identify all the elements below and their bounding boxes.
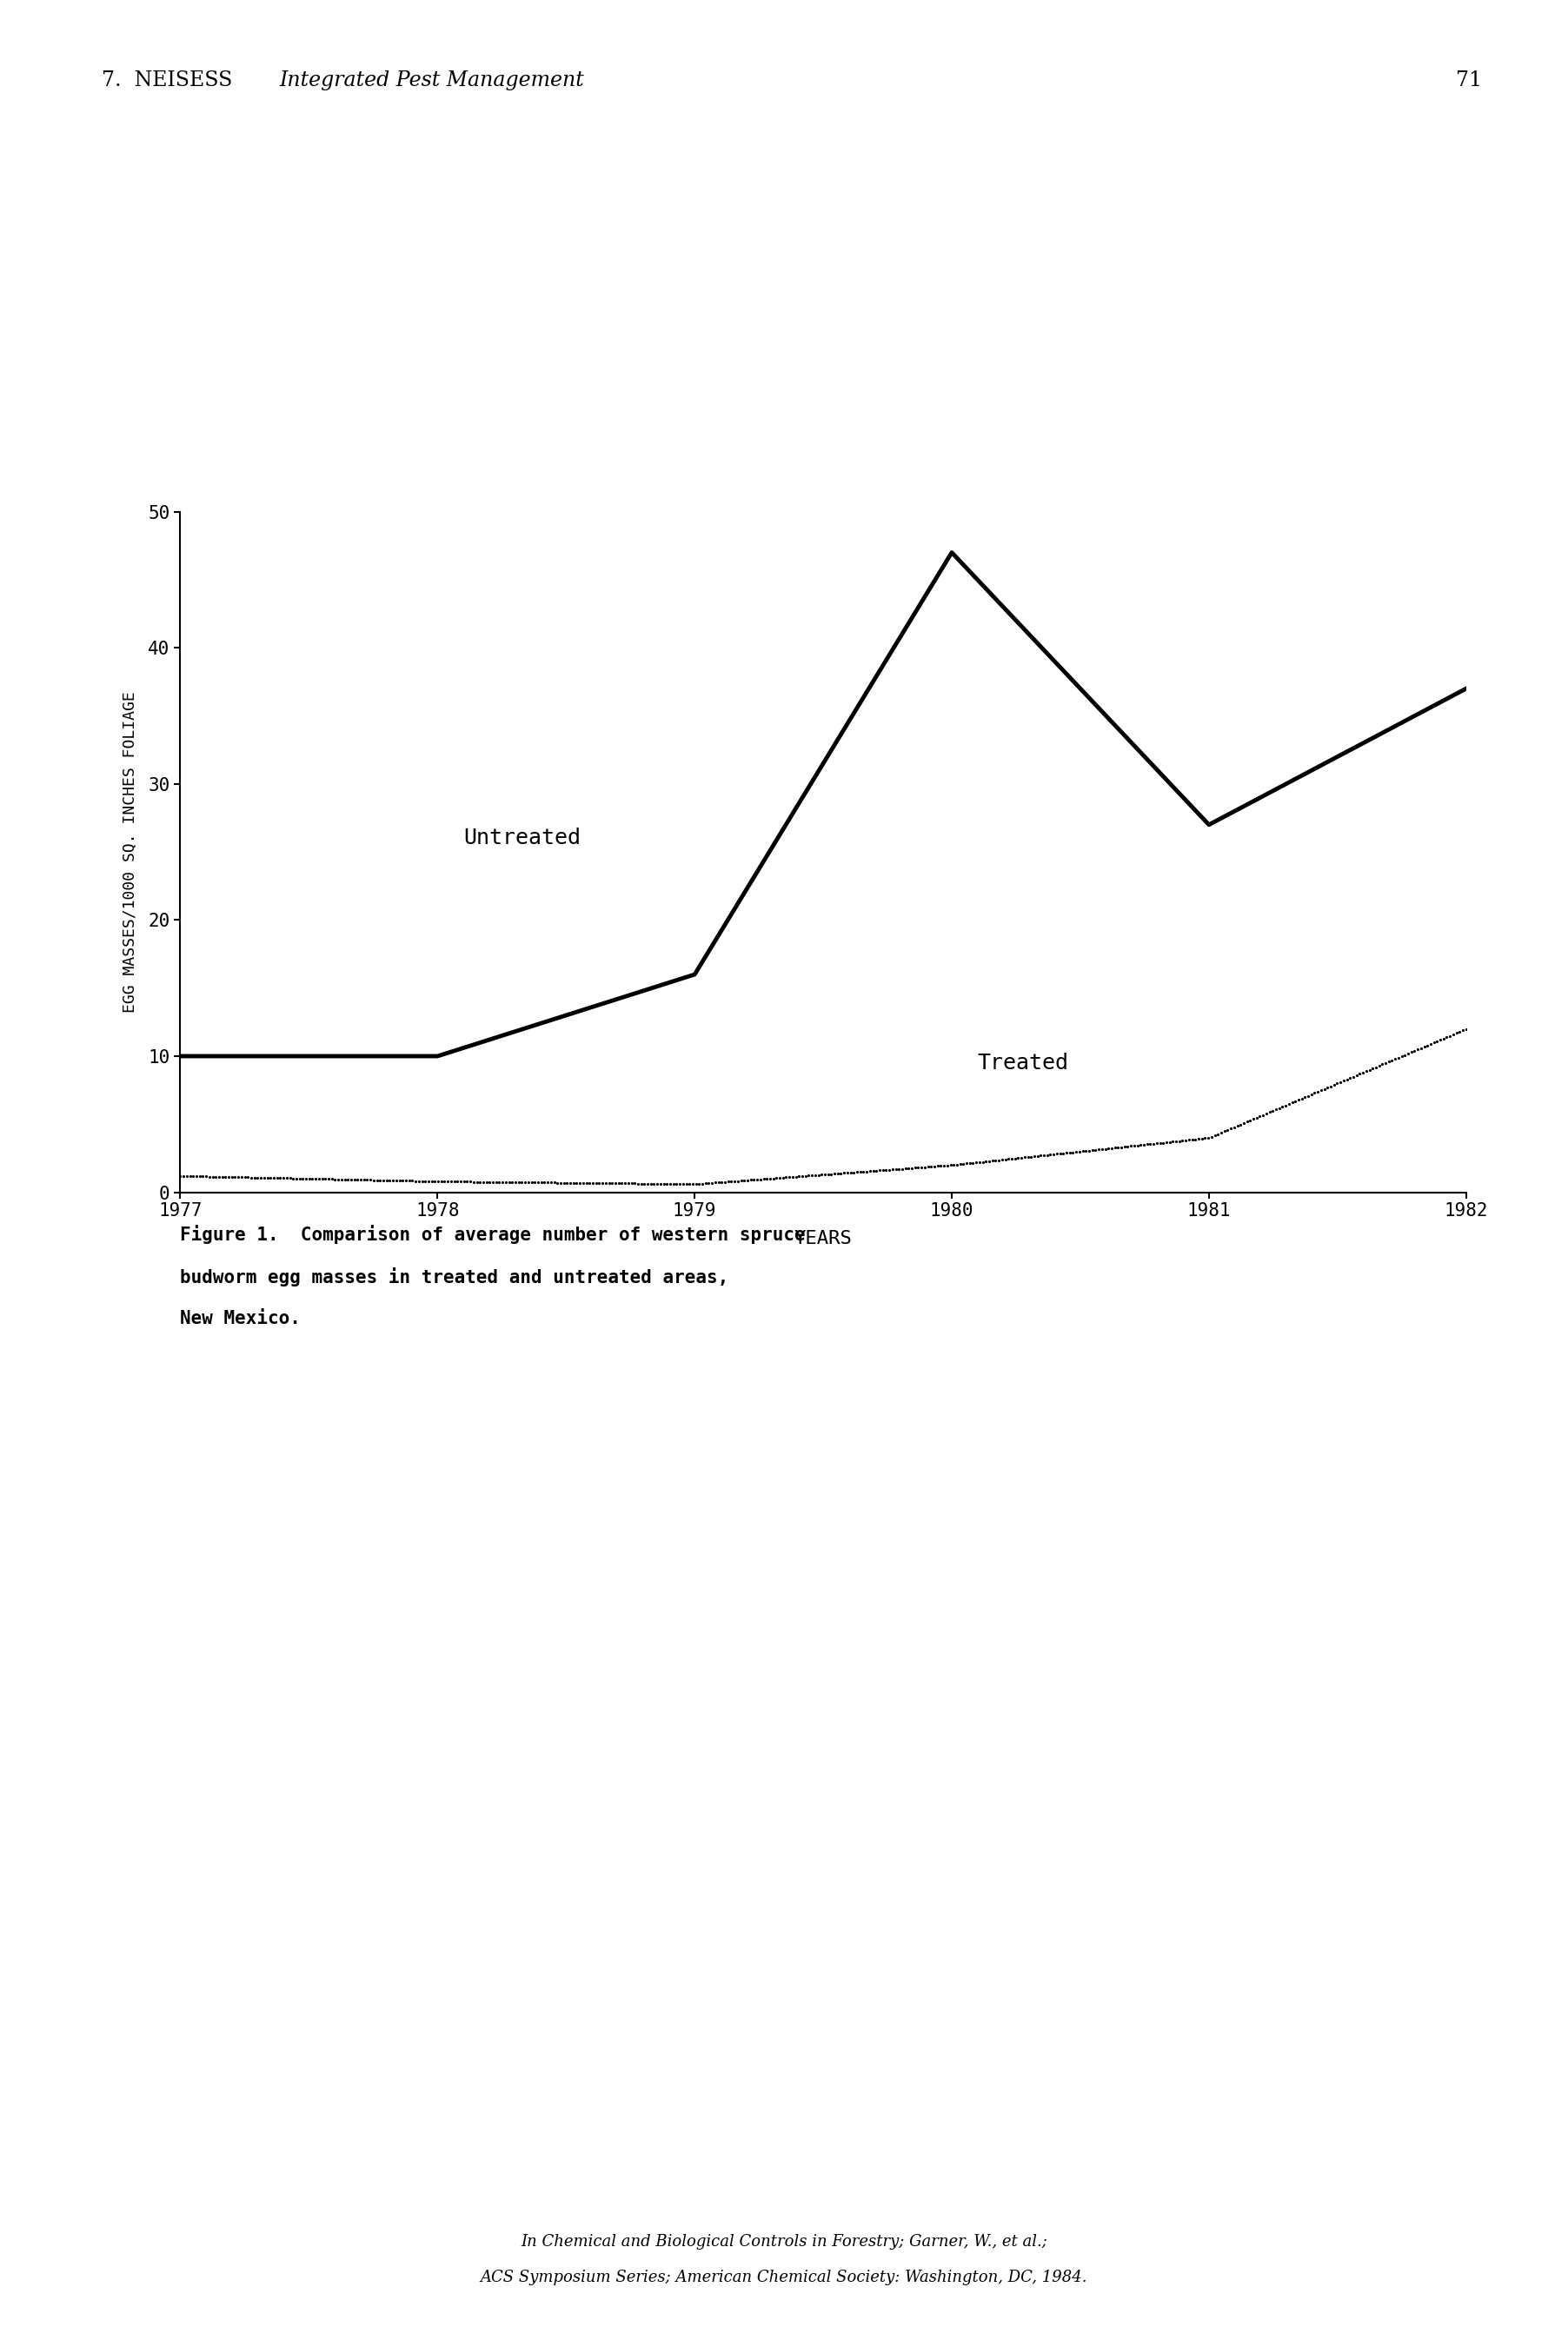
Text: budworm egg masses in treated and untreated areas,: budworm egg masses in treated and untrea… <box>180 1267 729 1286</box>
Text: Integrated Pest Management: Integrated Pest Management <box>279 70 583 92</box>
Text: 71: 71 <box>1455 70 1482 92</box>
Text: 7.  NEISESS: 7. NEISESS <box>102 70 232 92</box>
Text: Figure 1.  Comparison of average number of western spruce: Figure 1. Comparison of average number o… <box>180 1225 806 1244</box>
Y-axis label: EGG MASSES/1000 SQ. INCHES FOLIAGE: EGG MASSES/1000 SQ. INCHES FOLIAGE <box>122 692 138 1012</box>
X-axis label: YEARS: YEARS <box>793 1230 853 1246</box>
Text: New Mexico.: New Mexico. <box>180 1310 301 1326</box>
Text: Treated: Treated <box>977 1051 1069 1073</box>
Text: ACS Symposium Series; American Chemical Society: Washington, DC, 1984.: ACS Symposium Series; American Chemical … <box>480 2270 1088 2286</box>
Text: In Chemical and Biological Controls in Forestry; Garner, W., et al.;: In Chemical and Biological Controls in F… <box>521 2234 1047 2251</box>
Text: Untreated: Untreated <box>463 828 580 850</box>
